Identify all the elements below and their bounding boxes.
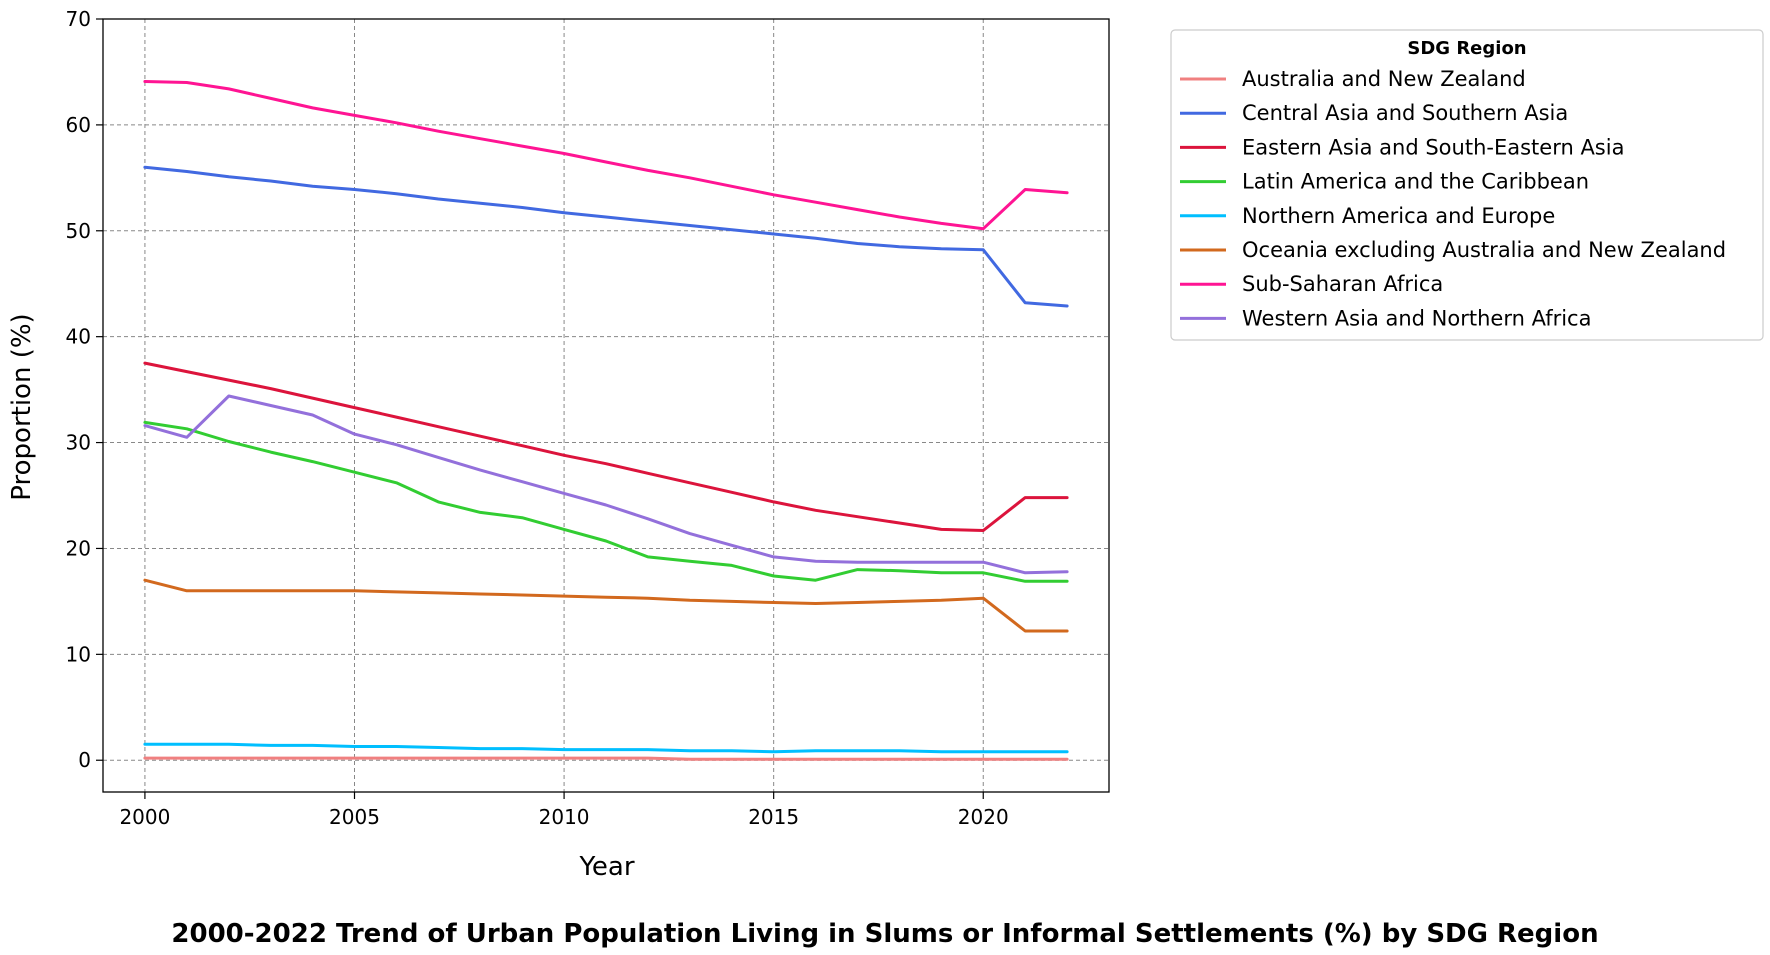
y-tick-label: 70 bbox=[66, 7, 91, 31]
y-tick-label: 60 bbox=[66, 113, 91, 137]
y-tick-label: 20 bbox=[66, 536, 91, 560]
series-lines bbox=[143, 80, 1069, 761]
series-line bbox=[143, 394, 1069, 575]
y-tick-label: 0 bbox=[78, 748, 91, 772]
legend-items: Australia and New Zealand Central Asia an… bbox=[1180, 67, 1726, 330]
grid-lines bbox=[103, 18, 1109, 792]
x-tick-label: 2010 bbox=[539, 805, 590, 829]
legend-entry: Australia and New Zealand bbox=[1242, 67, 1526, 91]
x-tick-label: 2020 bbox=[958, 805, 1009, 829]
x-tick-label: 2015 bbox=[748, 805, 799, 829]
x-axis-ticks: 2000 2005 2010 2015 2020 bbox=[119, 792, 1009, 829]
y-axis-ticks: 0 10 20 30 40 50 60 70 bbox=[66, 7, 103, 772]
legend-entry: Sub-Saharan Africa bbox=[1242, 272, 1443, 296]
legend-entry: Western Asia and Northern Africa bbox=[1242, 306, 1591, 330]
legend-entry: Central Asia and Southern Asia bbox=[1242, 101, 1568, 125]
x-tick-label: 2005 bbox=[329, 805, 380, 829]
legend-entry: Eastern Asia and South-Eastern Asia bbox=[1242, 135, 1624, 159]
series-line bbox=[143, 742, 1069, 754]
series-line bbox=[143, 756, 1069, 761]
series-line bbox=[143, 578, 1069, 633]
x-axis-label: Year bbox=[578, 852, 634, 882]
chart-title: 2000-2022 Trend of Urban Population Livi… bbox=[171, 919, 1598, 949]
series-line bbox=[143, 420, 1069, 583]
legend: SDG Region Australia and New Zealand Cent… bbox=[1170, 29, 1764, 341]
y-tick-label: 10 bbox=[66, 642, 91, 666]
y-axis-label: Proportion (%) bbox=[7, 313, 37, 500]
y-tick-label: 30 bbox=[66, 431, 91, 455]
y-tick-label: 50 bbox=[66, 219, 91, 243]
series-line bbox=[143, 165, 1069, 308]
x-tick-label: 2000 bbox=[119, 805, 170, 829]
legend-box bbox=[1170, 29, 1764, 341]
legend-entry: Northern America and Europe bbox=[1242, 204, 1555, 228]
legend-entry: Latin America and the Caribbean bbox=[1242, 170, 1589, 194]
series-line bbox=[143, 80, 1069, 231]
legend-entry: Oceania excluding Australia and New Zeal… bbox=[1242, 238, 1726, 262]
legend-title: SDG Region bbox=[1407, 38, 1526, 59]
series-line bbox=[143, 361, 1069, 532]
plot-frame bbox=[102, 18, 1110, 793]
y-tick-label: 40 bbox=[66, 325, 91, 349]
